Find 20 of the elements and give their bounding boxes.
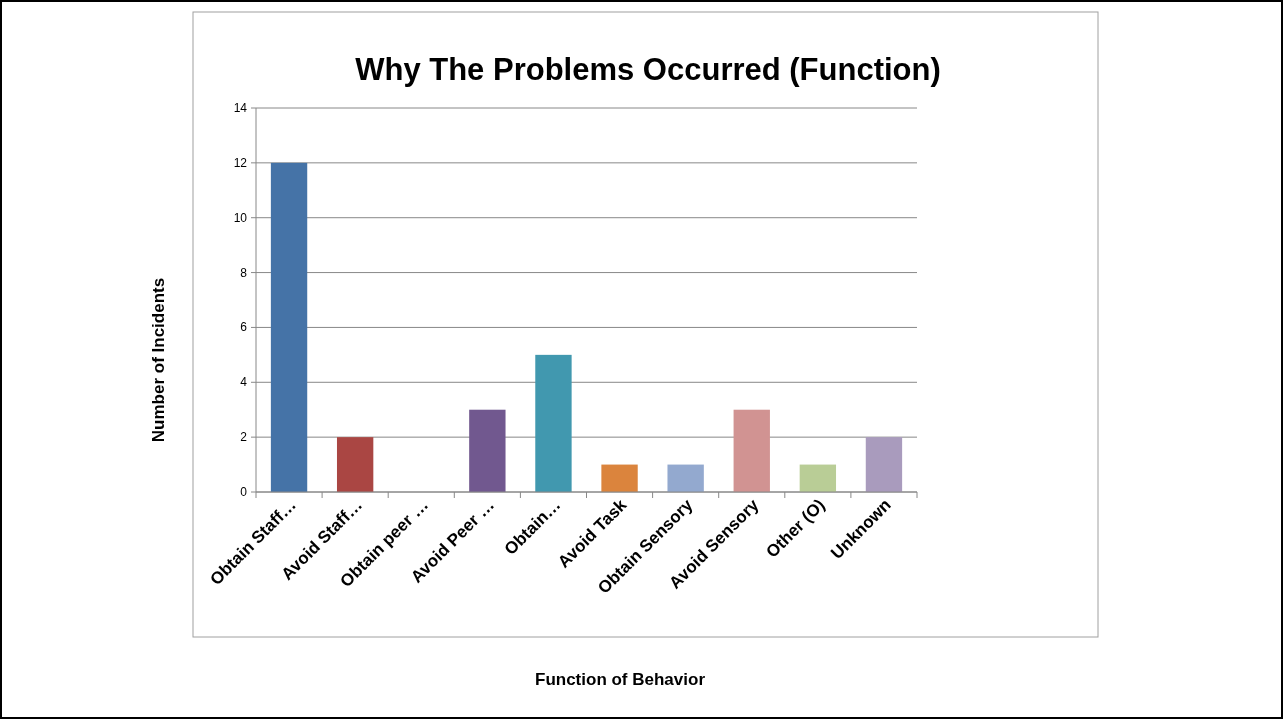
y-tick-label: 0	[240, 485, 248, 499]
y-tick-label: 14	[233, 101, 248, 115]
bar	[535, 354, 572, 492]
bar	[667, 464, 704, 492]
y-tick-label: 6	[240, 320, 248, 335]
bar	[336, 437, 374, 492]
bar	[865, 437, 903, 492]
y-tick-label: 8	[240, 265, 248, 280]
y-axis-title: Number of Incidents	[149, 277, 168, 443]
y-tick-label: 10	[233, 210, 248, 225]
y-tick-label: 4	[240, 375, 248, 390]
bar	[601, 464, 638, 492]
bar	[270, 162, 308, 492]
bar	[733, 409, 770, 492]
x-axis-title: Function of Behavior	[535, 670, 706, 689]
bar	[799, 464, 837, 492]
bar	[469, 409, 506, 492]
y-tick-label: 2	[240, 430, 248, 445]
y-tick-label: 12	[233, 155, 248, 170]
chart-title: Why The Problems Occurred (Function)	[355, 52, 941, 87]
